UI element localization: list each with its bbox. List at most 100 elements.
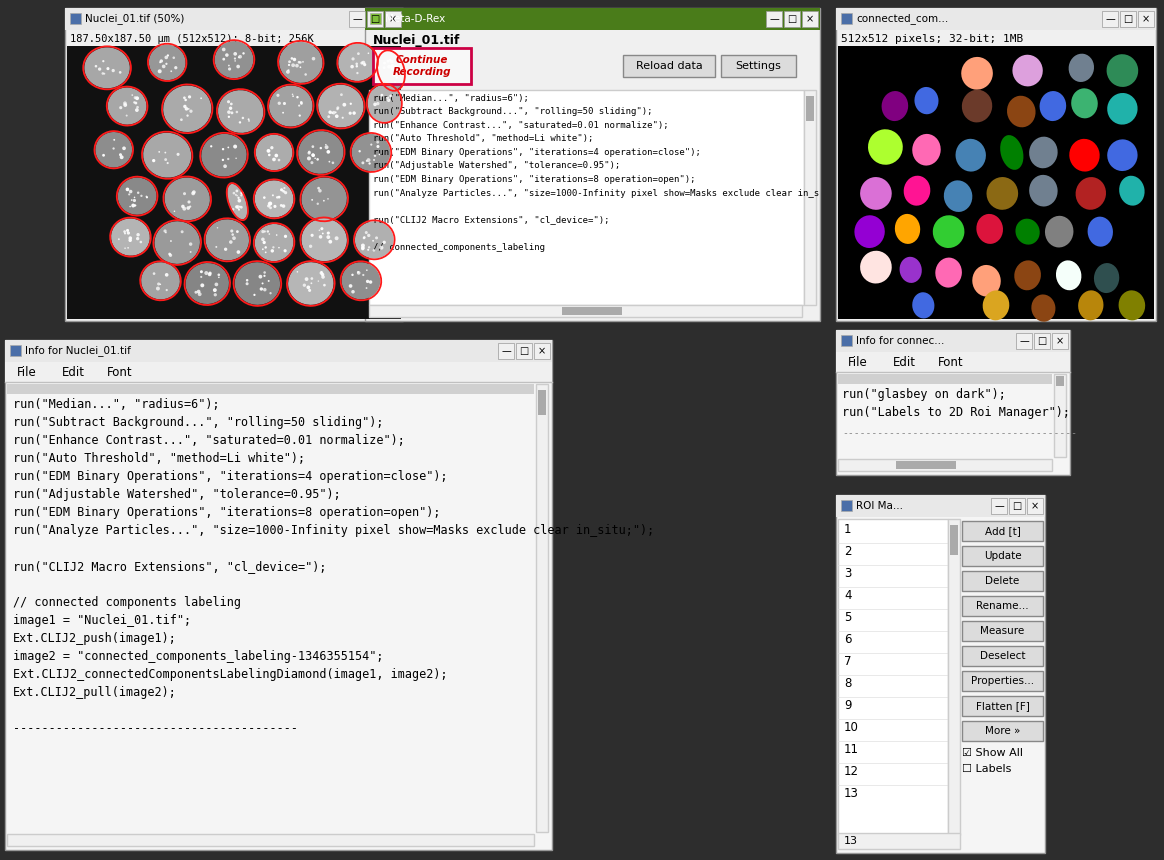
Ellipse shape	[200, 276, 203, 278]
Ellipse shape	[1015, 218, 1039, 244]
Bar	[7, 834, 534, 846]
Ellipse shape	[228, 67, 232, 71]
Ellipse shape	[123, 101, 127, 105]
Ellipse shape	[242, 117, 244, 120]
Text: Info for Nuclei_01.tif: Info for Nuclei_01.tif	[24, 346, 130, 356]
Ellipse shape	[172, 57, 175, 59]
Ellipse shape	[269, 206, 272, 209]
Ellipse shape	[222, 47, 226, 52]
Text: // connected_components_labeling: // connected_components_labeling	[372, 243, 545, 251]
Ellipse shape	[320, 147, 322, 150]
Ellipse shape	[227, 101, 230, 103]
Ellipse shape	[208, 273, 212, 276]
Bar	[836, 495, 1045, 853]
Bar	[961, 521, 1043, 541]
Text: run("Subtract Background...", "rolling=50 sliding");: run("Subtract Background...", "rolling=5…	[13, 416, 383, 429]
Ellipse shape	[367, 158, 370, 162]
Ellipse shape	[372, 159, 375, 161]
Ellipse shape	[272, 157, 276, 162]
Ellipse shape	[357, 52, 360, 55]
Bar	[65, 8, 403, 321]
Ellipse shape	[268, 201, 272, 206]
Ellipse shape	[361, 246, 364, 249]
Ellipse shape	[368, 246, 370, 249]
Bar	[349, 11, 365, 27]
Ellipse shape	[223, 248, 227, 251]
Ellipse shape	[275, 154, 278, 157]
Ellipse shape	[279, 42, 322, 83]
Ellipse shape	[267, 230, 269, 233]
Text: Reload data: Reload data	[636, 61, 702, 71]
Ellipse shape	[298, 61, 300, 64]
Ellipse shape	[913, 134, 941, 166]
Ellipse shape	[389, 95, 392, 97]
Ellipse shape	[236, 64, 240, 69]
Ellipse shape	[277, 101, 281, 105]
Ellipse shape	[391, 66, 395, 70]
Ellipse shape	[183, 96, 186, 99]
Ellipse shape	[972, 265, 1001, 297]
Text: More »: More »	[985, 726, 1020, 736]
Ellipse shape	[336, 107, 340, 109]
Ellipse shape	[164, 158, 168, 161]
Ellipse shape	[335, 114, 339, 118]
Ellipse shape	[328, 161, 331, 163]
Ellipse shape	[393, 65, 398, 69]
Ellipse shape	[182, 205, 185, 208]
Bar	[372, 48, 471, 84]
Ellipse shape	[363, 237, 365, 239]
Ellipse shape	[274, 205, 277, 208]
Ellipse shape	[240, 206, 243, 209]
Ellipse shape	[272, 194, 274, 196]
Ellipse shape	[229, 240, 233, 244]
Ellipse shape	[283, 187, 285, 189]
Ellipse shape	[860, 251, 892, 284]
Text: □: □	[519, 346, 528, 356]
Ellipse shape	[306, 286, 310, 289]
Ellipse shape	[319, 235, 322, 238]
Ellipse shape	[187, 200, 191, 204]
Ellipse shape	[327, 231, 329, 235]
Text: Add [t]: Add [t]	[985, 526, 1021, 536]
Ellipse shape	[261, 230, 264, 233]
Ellipse shape	[164, 56, 168, 59]
Ellipse shape	[961, 89, 992, 122]
Ellipse shape	[391, 68, 392, 71]
Ellipse shape	[311, 282, 312, 284]
Ellipse shape	[317, 203, 319, 205]
Text: 9: 9	[844, 699, 852, 712]
Ellipse shape	[374, 155, 376, 157]
Text: run("EDM Binary Operations", "iterations=8 operation=open");: run("EDM Binary Operations", "iterations…	[372, 175, 696, 184]
Ellipse shape	[881, 91, 908, 121]
Ellipse shape	[288, 69, 290, 71]
Ellipse shape	[235, 262, 281, 304]
Ellipse shape	[396, 77, 398, 78]
Ellipse shape	[197, 290, 200, 293]
Ellipse shape	[276, 196, 278, 199]
Ellipse shape	[390, 64, 395, 68]
Ellipse shape	[327, 115, 331, 118]
Ellipse shape	[319, 230, 320, 231]
Text: Rename...: Rename...	[977, 601, 1029, 611]
Bar	[1052, 333, 1069, 349]
Text: 10: 10	[844, 721, 859, 734]
Text: □: □	[787, 14, 796, 24]
Ellipse shape	[262, 282, 263, 285]
Ellipse shape	[326, 235, 331, 239]
Text: 1: 1	[844, 523, 852, 536]
Ellipse shape	[1119, 291, 1145, 321]
Ellipse shape	[152, 159, 155, 163]
Ellipse shape	[1056, 261, 1081, 291]
Text: ×: ×	[805, 14, 814, 24]
Ellipse shape	[376, 145, 379, 148]
Bar	[70, 13, 81, 24]
Ellipse shape	[248, 120, 250, 122]
Text: Properties...: Properties...	[971, 676, 1034, 686]
Bar	[365, 8, 819, 321]
Ellipse shape	[239, 121, 241, 124]
Ellipse shape	[272, 246, 275, 249]
Ellipse shape	[361, 247, 364, 250]
Ellipse shape	[118, 177, 156, 215]
Text: run("Adjustable Watershed", "tolerance=0.95");: run("Adjustable Watershed", "tolerance=0…	[372, 162, 620, 170]
Text: 8: 8	[844, 677, 851, 690]
